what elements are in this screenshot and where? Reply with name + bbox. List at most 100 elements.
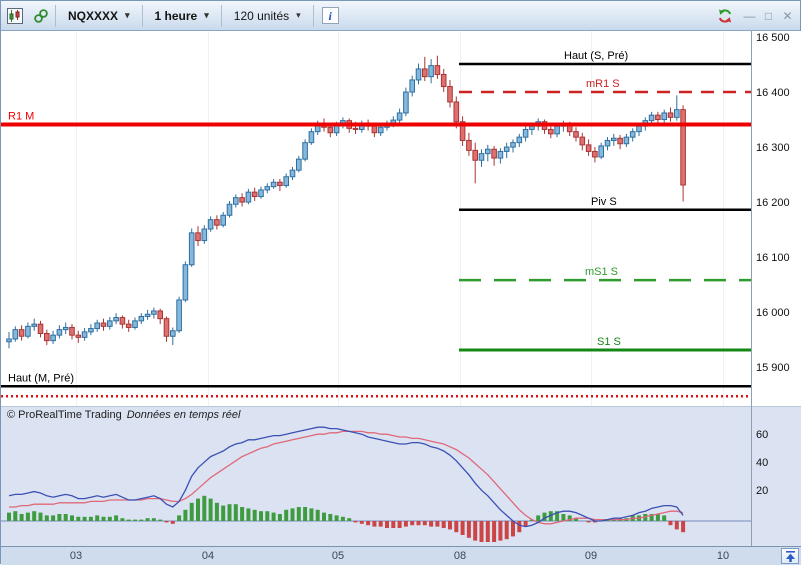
histogram-bar <box>366 521 371 526</box>
candle-body <box>12 329 19 340</box>
histogram-bar <box>309 508 314 521</box>
histogram-bar <box>441 521 446 528</box>
chart-style-button[interactable] <box>3 4 27 28</box>
close-button[interactable]: ✕ <box>782 8 793 23</box>
histogram-bar <box>158 519 163 521</box>
histogram-bar <box>7 512 11 521</box>
price-axis[interactable]: 16 500 16 400 16 300 16 200 16 100 16 000 15 9… <box>753 1 801 565</box>
histogram-bar <box>416 521 421 526</box>
main-chart-canvas[interactable]: Haut (S, Pré) mR1 S R1 M Piv S mS1 S S1 S Haut… <box>1 31 751 406</box>
candle-body <box>403 91 409 114</box>
candle-body <box>207 219 214 230</box>
candle-body <box>226 203 233 216</box>
time-axis[interactable]: 03 04 05 08 09 10 <box>1 546 801 565</box>
candle-body <box>655 114 661 121</box>
histogram-bar <box>88 516 93 521</box>
histogram-bar <box>145 518 150 521</box>
histogram-bar <box>334 515 339 521</box>
info-icon: i <box>328 8 332 23</box>
histogram-bar <box>523 521 528 527</box>
histogram-bar <box>246 508 251 521</box>
histogram-bar <box>252 509 257 521</box>
histogram-bar <box>542 512 547 521</box>
histogram-bar <box>227 504 232 521</box>
histogram-bar <box>353 521 358 523</box>
histogram-bar <box>13 511 18 521</box>
chevron-down-icon: ▾ <box>125 10 130 20</box>
candle-body <box>396 112 403 121</box>
candle-body <box>503 146 510 152</box>
info-button[interactable]: i <box>321 7 339 24</box>
candle-body <box>422 68 428 78</box>
histogram-bar <box>655 514 660 521</box>
minimize-button[interactable]: — <box>743 8 756 23</box>
candle-body <box>163 318 170 337</box>
candle-body <box>107 320 113 327</box>
candle-body <box>592 150 598 158</box>
candle-body <box>648 114 655 122</box>
price-axis-label: 16 500 <box>756 32 790 45</box>
pivot-label: S1 S <box>597 336 621 348</box>
histogram-bar <box>290 508 295 521</box>
copyright-notice: © ProRealTime Trading Données en temps ré… <box>7 409 240 421</box>
candle-body <box>371 125 378 134</box>
candle-body <box>75 334 82 338</box>
toolbar-separator <box>141 4 143 27</box>
candle-body <box>674 109 680 118</box>
candle-body <box>258 189 264 198</box>
link-window-button[interactable] <box>29 4 53 28</box>
histogram-bar <box>473 521 478 541</box>
candle-body <box>554 125 560 135</box>
candle-body <box>308 131 315 144</box>
histogram-bar <box>240 507 245 521</box>
histogram-bar <box>460 521 465 535</box>
candle-body <box>18 329 25 337</box>
histogram-bar <box>643 514 648 521</box>
histogram-bar <box>662 515 667 521</box>
candle-body <box>611 137 617 141</box>
histogram-bar <box>448 521 452 530</box>
histogram-bar <box>422 521 427 526</box>
candle-body <box>132 320 138 328</box>
histogram-bar <box>511 521 515 537</box>
histogram-bar <box>429 521 434 527</box>
refresh-button[interactable] <box>713 4 737 28</box>
timeframe-selector[interactable]: 1 heure ▾ <box>145 1 219 30</box>
histogram-bar <box>202 495 207 521</box>
maximize-button[interactable]: □ <box>764 8 773 23</box>
price-axis-label: 16 100 <box>756 252 790 265</box>
histogram-bar <box>397 521 402 528</box>
histogram-bar <box>183 509 188 521</box>
histogram-bar <box>611 519 616 521</box>
histogram-bar <box>170 521 175 524</box>
pivot-label: Haut (S, Pré) <box>564 50 628 62</box>
histogram-bar <box>668 521 673 526</box>
candle-body <box>327 126 334 134</box>
histogram-bar <box>208 498 213 521</box>
candle-body <box>151 310 157 315</box>
candle-body <box>447 86 453 103</box>
copyright-text: © ProRealTime Trading <box>7 409 122 421</box>
histogram-bar <box>51 515 56 521</box>
arrow-up-icon <box>785 550 795 562</box>
histogram-bar <box>674 521 679 530</box>
candle-body <box>113 317 119 322</box>
units-selector[interactable]: 120 unités ▾ <box>224 1 311 30</box>
histogram-bar <box>574 518 578 521</box>
candle-body <box>440 73 447 88</box>
candle-body <box>251 191 258 198</box>
histogram-bar <box>259 511 263 521</box>
timeframe-label: 1 heure <box>154 8 198 23</box>
histogram-bar <box>605 519 610 521</box>
histogram-bar <box>221 505 226 521</box>
candle-body <box>214 219 220 226</box>
price-axis-label: 15 900 <box>756 362 790 375</box>
indicator-canvas[interactable] <box>1 424 751 547</box>
x-axis-label: 04 <box>201 550 215 562</box>
candle-body <box>182 264 189 301</box>
candle-body <box>667 112 674 118</box>
price-chart-region: Haut (S, Pré) mR1 S R1 M Piv S mS1 S S1 S Haut… <box>1 31 801 406</box>
candle-body <box>138 315 145 322</box>
candle-body <box>661 112 668 121</box>
instrument-selector[interactable]: NQXXXX ▾ <box>58 1 140 30</box>
